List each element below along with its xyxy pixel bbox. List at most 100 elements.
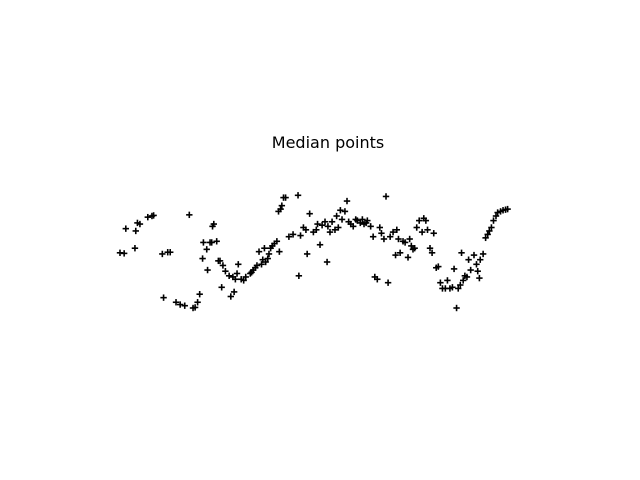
data-point-140 bbox=[444, 277, 451, 284]
data-point-81 bbox=[318, 222, 326, 229]
data-point-9 bbox=[150, 212, 157, 219]
data-point-121 bbox=[404, 254, 412, 261]
data-point-13 bbox=[167, 249, 174, 256]
data-point-153 bbox=[470, 251, 478, 259]
data-point-126 bbox=[413, 224, 420, 231]
data-point-127 bbox=[416, 217, 423, 224]
data-point-72 bbox=[297, 232, 304, 239]
data-point-117 bbox=[395, 235, 402, 243]
data-point-85 bbox=[326, 228, 334, 236]
data-point-35 bbox=[222, 268, 229, 275]
data-point-68 bbox=[285, 233, 293, 240]
data-point-83 bbox=[323, 258, 331, 266]
data-point-116 bbox=[393, 226, 401, 233]
data-point-3 bbox=[131, 245, 139, 252]
data-point-67 bbox=[282, 194, 289, 201]
data-point-53 bbox=[258, 261, 265, 268]
data-point-25 bbox=[204, 266, 211, 274]
data-point-112 bbox=[384, 279, 392, 286]
data-point-123 bbox=[408, 242, 415, 250]
data-point-42 bbox=[235, 261, 242, 268]
data-point-79 bbox=[314, 220, 321, 228]
data-point-22 bbox=[199, 255, 206, 262]
data-point-57 bbox=[265, 250, 273, 258]
data-point-110 bbox=[380, 235, 388, 243]
data-point-131 bbox=[424, 226, 431, 233]
data-point-155 bbox=[474, 268, 481, 275]
data-point-6 bbox=[136, 220, 144, 228]
data-point-152 bbox=[467, 266, 474, 274]
data-point-10 bbox=[159, 250, 166, 258]
data-point-24 bbox=[203, 246, 210, 253]
data-point-92 bbox=[341, 208, 349, 215]
data-point-88 bbox=[333, 212, 340, 220]
data-point-115 bbox=[392, 251, 399, 259]
data-point-20 bbox=[194, 299, 201, 306]
data-point-40 bbox=[232, 276, 239, 283]
data-point-137 bbox=[437, 279, 444, 286]
data-point-19 bbox=[191, 304, 199, 311]
data-point-39 bbox=[230, 288, 238, 296]
data-point-93 bbox=[343, 197, 351, 205]
data-point-2 bbox=[122, 225, 130, 232]
data-point-65 bbox=[278, 202, 286, 209]
data-point-159 bbox=[482, 234, 489, 242]
data-point-107 bbox=[374, 276, 381, 283]
data-point-55 bbox=[262, 258, 269, 266]
data-point-113 bbox=[386, 233, 394, 240]
data-point-64 bbox=[277, 205, 284, 213]
data-point-100 bbox=[359, 216, 366, 223]
data-point-54 bbox=[261, 245, 268, 252]
data-point-142 bbox=[449, 284, 456, 291]
data-point-162 bbox=[488, 224, 495, 231]
data-point-169 bbox=[504, 205, 511, 213]
data-point-114 bbox=[389, 228, 397, 236]
data-point-146 bbox=[457, 281, 464, 289]
data-point-16 bbox=[181, 302, 188, 309]
data-point-144 bbox=[453, 304, 460, 312]
data-point-17 bbox=[186, 211, 193, 219]
data-point-80 bbox=[316, 241, 324, 248]
data-point-4 bbox=[132, 227, 139, 235]
data-point-161 bbox=[486, 227, 493, 235]
data-point-89 bbox=[335, 224, 342, 231]
data-point-61 bbox=[273, 238, 281, 245]
scatter-points bbox=[116, 192, 511, 312]
data-point-157 bbox=[477, 256, 484, 263]
data-point-46 bbox=[247, 270, 254, 277]
data-point-23 bbox=[200, 239, 207, 246]
data-point-41 bbox=[233, 270, 241, 277]
data-point-74 bbox=[302, 226, 310, 233]
data-point-130 bbox=[422, 217, 430, 224]
data-point-132 bbox=[426, 245, 434, 252]
data-point-44 bbox=[240, 277, 247, 284]
data-point-163 bbox=[490, 217, 497, 224]
data-point-151 bbox=[465, 256, 472, 263]
data-point-86 bbox=[328, 218, 336, 225]
data-point-104 bbox=[367, 223, 374, 230]
data-point-90 bbox=[337, 207, 344, 214]
data-point-108 bbox=[376, 224, 383, 231]
data-point-7 bbox=[144, 213, 152, 221]
data-point-70 bbox=[294, 192, 302, 199]
data-point-27 bbox=[208, 239, 215, 246]
data-point-15 bbox=[176, 301, 184, 308]
data-point-111 bbox=[382, 193, 390, 200]
data-point-75 bbox=[303, 250, 311, 258]
data-point-78 bbox=[313, 226, 320, 233]
data-point-30 bbox=[213, 238, 220, 245]
data-point-156 bbox=[476, 274, 483, 282]
data-point-143 bbox=[450, 265, 458, 273]
data-point-134 bbox=[430, 230, 437, 237]
data-point-99 bbox=[357, 219, 364, 227]
data-point-62 bbox=[276, 248, 283, 255]
data-point-91 bbox=[338, 216, 346, 223]
data-point-160 bbox=[484, 231, 491, 238]
data-point-145 bbox=[455, 285, 462, 292]
data-point-69 bbox=[289, 231, 297, 238]
data-point-133 bbox=[428, 249, 436, 256]
data-point-14 bbox=[172, 299, 180, 306]
data-point-82 bbox=[321, 218, 329, 225]
data-point-120 bbox=[401, 239, 409, 246]
